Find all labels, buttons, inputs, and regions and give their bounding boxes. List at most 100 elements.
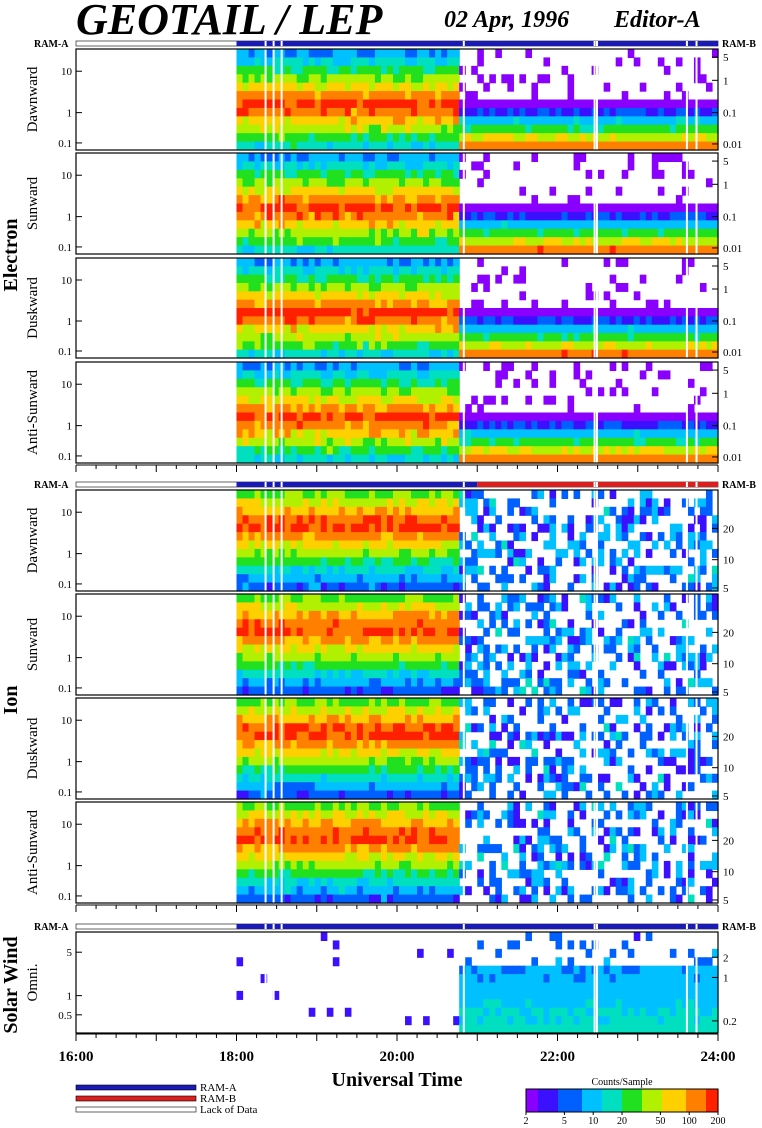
spectrogram-cell xyxy=(573,195,581,205)
spectrogram-cell xyxy=(284,557,292,567)
spectrogram-cell xyxy=(681,91,689,101)
spectrogram-cell xyxy=(338,790,346,800)
spectrogram-cell xyxy=(405,324,412,334)
spectrogram-cell xyxy=(236,99,244,109)
spectrogram-cell xyxy=(447,782,454,792)
spectrogram-cell xyxy=(471,333,478,342)
spectrogram-cell xyxy=(573,133,581,143)
spectrogram-cell xyxy=(314,698,322,708)
spectrogram-cell xyxy=(453,49,460,59)
spectrogram-cell xyxy=(513,678,520,688)
spectrogram-cell xyxy=(465,610,472,620)
spectrogram-cell xyxy=(447,362,454,372)
spectrogram-cell xyxy=(368,57,376,67)
spectrogram-cell xyxy=(417,74,424,84)
spectrogram-cell xyxy=(603,141,611,151)
spectrogram-cell xyxy=(356,782,364,792)
spectrogram-cell xyxy=(429,299,436,309)
spectrogram-cell xyxy=(399,107,406,117)
spectrogram-cell xyxy=(669,133,677,143)
spectrogram-cell xyxy=(669,220,677,230)
spectrogram-cell xyxy=(687,349,695,359)
spectrogram-cell xyxy=(314,523,322,533)
spectrogram-cell xyxy=(627,141,635,151)
spectrogram-cell xyxy=(386,636,394,646)
spectrogram-cell xyxy=(332,619,340,629)
spectrogram-cell xyxy=(332,141,340,151)
spectrogram-cell xyxy=(266,740,274,750)
spectrogram-cell xyxy=(675,420,683,430)
spectrogram-cell xyxy=(266,57,274,67)
spectrogram-cell xyxy=(392,627,400,637)
spectrogram-cell xyxy=(705,316,713,326)
spectrogram-cell xyxy=(380,412,388,422)
spectrogram-cell xyxy=(362,178,370,188)
spectrogram-cell xyxy=(380,602,388,612)
spectrogram-cell xyxy=(320,186,328,196)
spectrogram-cell xyxy=(519,333,526,342)
spectrogram-cell xyxy=(399,498,406,508)
data-gap xyxy=(264,594,267,695)
spectrogram-cell xyxy=(380,506,388,516)
spectrogram-cell xyxy=(429,636,436,646)
spectrogram-cell xyxy=(705,308,713,317)
spectrogram-cell xyxy=(615,454,623,464)
spectrogram-cell xyxy=(435,324,442,334)
spectrogram-cell xyxy=(296,107,304,117)
spectrogram-cell xyxy=(314,91,322,101)
spectrogram-cell xyxy=(236,82,244,92)
spectrogram-cell xyxy=(344,91,352,101)
spectrogram-cell xyxy=(386,678,394,688)
spectrogram-cell xyxy=(386,82,394,92)
spectrogram-cell xyxy=(459,153,466,163)
spectrogram-cell xyxy=(338,454,346,464)
spectrogram-cell xyxy=(386,274,394,284)
spectrogram-cell xyxy=(356,57,364,67)
spectrogram-cell xyxy=(308,395,316,405)
spectrogram-cell xyxy=(681,141,689,151)
spectrogram-cell xyxy=(477,619,484,629)
spectrogram-cell xyxy=(350,594,358,604)
spectrogram-cell xyxy=(507,211,514,221)
spectrogram-cell xyxy=(338,490,346,500)
spectrogram-cell xyxy=(272,195,280,205)
spectrogram-cell xyxy=(639,237,647,247)
spectrogram-cell xyxy=(501,245,508,255)
spectrogram-cell xyxy=(302,266,310,276)
spectrogram-cell xyxy=(441,515,448,525)
spectrogram-cell xyxy=(429,490,436,500)
spectrogram-cell xyxy=(320,669,328,679)
spectrogram-cell xyxy=(705,116,713,126)
spectrogram-cell xyxy=(399,652,406,662)
spectrogram-cell xyxy=(471,245,478,255)
spectrogram-cell xyxy=(441,153,448,163)
spectrogram-cell xyxy=(447,203,454,213)
spectrogram-cell xyxy=(399,404,406,414)
spectrogram-cell xyxy=(651,153,659,163)
spectrogram-cell xyxy=(561,258,569,267)
spectrogram-cell xyxy=(687,429,695,439)
spectrogram-cell xyxy=(441,387,448,397)
spectrogram-cell xyxy=(657,669,665,679)
spectrogram-cell xyxy=(411,370,418,380)
spectrogram-cell xyxy=(386,610,394,620)
spectrogram-cell xyxy=(447,220,454,230)
spectrogram-cell xyxy=(332,723,340,733)
data-gap xyxy=(264,153,267,254)
spectrogram-cell xyxy=(284,283,292,292)
spectrogram-cell xyxy=(260,686,268,696)
spectrogram-cell xyxy=(663,228,671,238)
spectrogram-cell xyxy=(242,756,250,766)
spectrogram-cell xyxy=(260,220,268,230)
spectrogram-cell xyxy=(248,387,256,397)
spectrogram-cell xyxy=(633,107,641,117)
ram-left-label: RAM-A xyxy=(34,39,69,50)
spectrogram-cell xyxy=(284,454,292,464)
ram-gap xyxy=(264,41,267,46)
spectrogram-cell xyxy=(248,283,256,292)
spectrogram-cell xyxy=(501,349,508,359)
spectrogram-cell xyxy=(699,99,707,109)
spectrogram-cell xyxy=(254,437,262,447)
spectrogram-cell xyxy=(573,153,581,163)
